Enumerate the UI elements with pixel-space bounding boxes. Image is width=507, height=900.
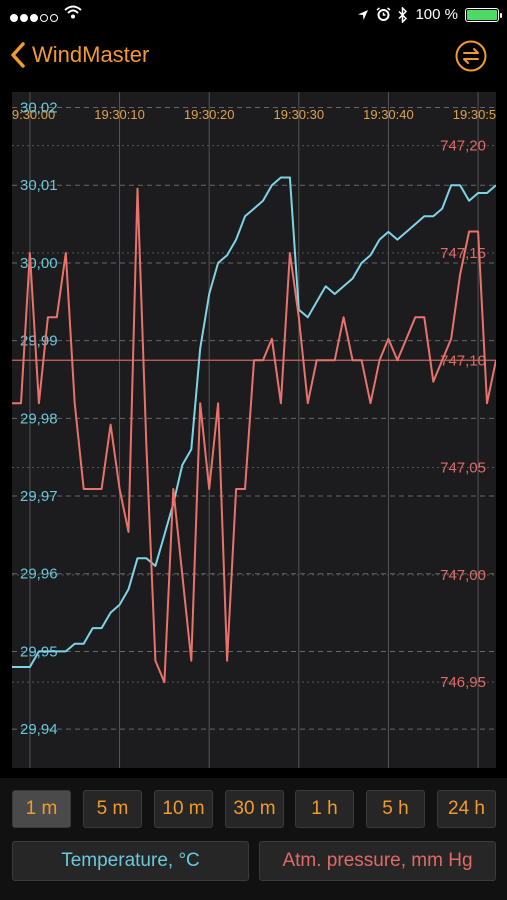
back-label: WindMaster: [32, 42, 150, 67]
range-button-10m[interactable]: 10 m: [154, 790, 213, 828]
x-tick-label: 19:30:50: [453, 107, 496, 122]
right-tick-label: 747,15: [440, 245, 486, 262]
x-tick-label: 19:30:30: [274, 107, 325, 122]
pressure-series-button[interactable]: Atm. pressure, mm Hg: [259, 841, 496, 881]
right-tick-label: 747,00: [440, 567, 486, 584]
left-tick-label: 30,02: [20, 100, 58, 117]
range-button-1m[interactable]: 1 m: [12, 790, 71, 828]
signal-strength-icon: [10, 9, 60, 26]
right-tick-label: 746,95: [440, 674, 486, 691]
left-tick-label: 30,00: [20, 255, 58, 272]
swap-icon[interactable]: [455, 40, 487, 72]
navigation-bar: WindMaster: [0, 30, 507, 86]
x-tick-label: 19:30:00: [12, 107, 55, 122]
temperature-series-button[interactable]: Temperature, °C: [12, 841, 249, 881]
left-tick-label: 29,98: [20, 410, 58, 427]
left-tick-label: 29,97: [20, 488, 58, 505]
wifi-icon: [64, 5, 82, 19]
range-button-30m[interactable]: 30 m: [225, 790, 284, 828]
left-tick-label: 30,01: [20, 177, 58, 194]
x-tick-label: 19:30:10: [94, 107, 145, 122]
chart-area[interactable]: 19:30:00 19:30:10 19:30:20 19:30:30 19:30:40…: [5, 92, 503, 768]
back-button[interactable]: WindMaster: [10, 42, 149, 68]
battery-percent: 100 %: [415, 6, 458, 23]
right-tick-label: 747,05: [440, 460, 486, 477]
status-bar: 100 %: [0, 0, 507, 30]
x-tick-label: 19:30:40: [363, 107, 414, 122]
toolbar: 1 m 5 m 10 m 30 m 1 h 5 h 24 h Temperatu…: [0, 778, 507, 900]
range-button-5m[interactable]: 5 m: [83, 790, 142, 828]
temperature-pressure-chart: 19:30:00 19:30:10 19:30:20 19:30:30 19:30:40…: [5, 92, 503, 768]
temperature-series-line: [12, 176, 497, 668]
location-icon: [358, 9, 369, 20]
left-tick-label: 29,96: [20, 566, 58, 583]
right-tick-label: 747,20: [440, 138, 486, 155]
range-button-1h[interactable]: 1 h: [295, 790, 354, 828]
range-button-24h[interactable]: 24 h: [437, 790, 496, 828]
chevron-left-icon: [11, 42, 25, 68]
alarm-icon: [376, 7, 391, 21]
left-tick-label: 29,94: [20, 721, 58, 738]
battery-icon: [465, 7, 502, 22]
range-button-5h[interactable]: 5 h: [366, 790, 425, 828]
x-tick-label: 19:30:20: [184, 107, 235, 122]
bluetooth-icon: [398, 6, 408, 23]
left-tick-label: 29,99: [20, 333, 58, 350]
pressure-series-line: [12, 187, 497, 684]
